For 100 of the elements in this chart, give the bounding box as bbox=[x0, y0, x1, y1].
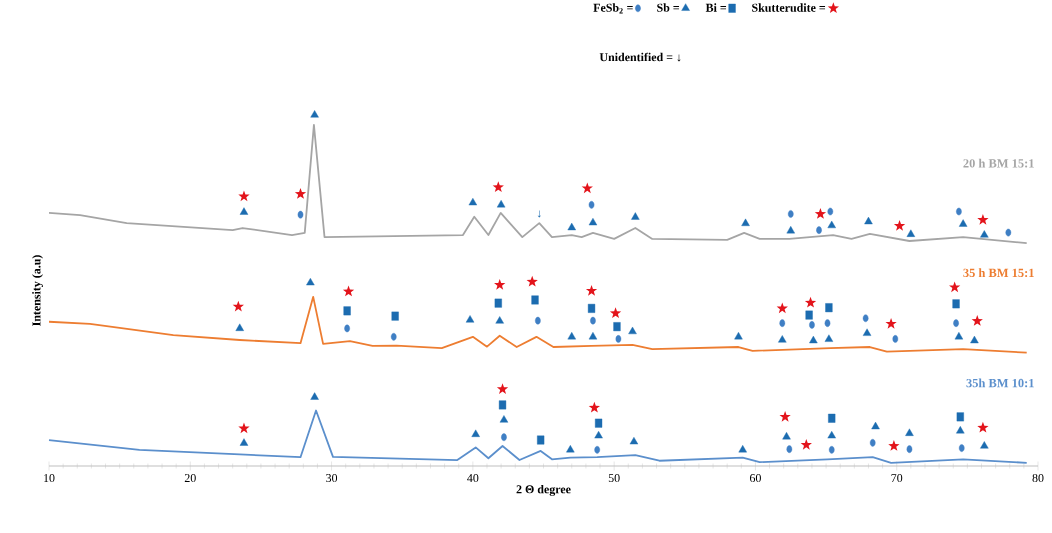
point bbox=[824, 319, 831, 327]
point bbox=[871, 421, 880, 430]
point bbox=[495, 316, 504, 324]
point bbox=[828, 446, 835, 454]
point bbox=[956, 412, 964, 422]
legend-label: FeSb$_{2}$ = bbox=[593, 3, 633, 14]
point bbox=[971, 315, 983, 326]
point bbox=[613, 322, 621, 332]
point bbox=[494, 278, 506, 290]
point bbox=[787, 210, 794, 218]
point bbox=[977, 214, 989, 225]
point bbox=[816, 226, 822, 234]
point bbox=[581, 182, 593, 194]
point bbox=[306, 277, 315, 286]
point bbox=[492, 181, 504, 193]
point bbox=[779, 319, 786, 327]
point bbox=[567, 222, 576, 231]
point bbox=[615, 335, 622, 343]
point bbox=[892, 335, 899, 343]
point bbox=[888, 440, 900, 451]
point bbox=[778, 335, 787, 343]
point bbox=[297, 210, 304, 219]
point bbox=[905, 428, 914, 436]
point bbox=[828, 413, 836, 423]
x-tick-label: 50 bbox=[608, 474, 620, 483]
point bbox=[782, 432, 791, 440]
x-tick-label: 20 bbox=[184, 474, 196, 483]
point bbox=[628, 326, 637, 335]
point bbox=[391, 311, 399, 321]
annotation: ↓ bbox=[537, 210, 541, 218]
point bbox=[585, 284, 598, 296]
point bbox=[594, 446, 600, 454]
point bbox=[526, 275, 538, 287]
point bbox=[977, 421, 989, 433]
point bbox=[465, 315, 475, 323]
point bbox=[741, 218, 750, 226]
point bbox=[885, 317, 897, 329]
point bbox=[342, 285, 355, 297]
point bbox=[980, 230, 989, 238]
legend-label: Sb = bbox=[657, 3, 679, 12]
point bbox=[814, 208, 827, 219]
point bbox=[238, 422, 250, 434]
text: 35 h BM 15:1 bbox=[963, 268, 1034, 278]
point bbox=[827, 207, 834, 216]
point bbox=[588, 401, 601, 413]
point bbox=[827, 220, 836, 229]
point bbox=[809, 321, 815, 329]
point bbox=[239, 207, 249, 215]
point bbox=[609, 307, 622, 319]
point bbox=[734, 332, 743, 340]
text: Unidentified = ↓ bbox=[599, 52, 681, 62]
point bbox=[471, 429, 480, 437]
point bbox=[631, 212, 640, 220]
point bbox=[494, 298, 502, 308]
point bbox=[390, 333, 397, 341]
point bbox=[1005, 228, 1012, 237]
point bbox=[294, 188, 307, 199]
x-tick-label: 70 bbox=[891, 474, 903, 483]
point bbox=[588, 201, 595, 209]
point bbox=[499, 415, 509, 423]
point bbox=[310, 392, 319, 400]
point bbox=[738, 445, 747, 453]
point bbox=[824, 334, 834, 342]
point bbox=[786, 445, 793, 453]
point bbox=[970, 335, 979, 344]
y-axis-title: Intensity (a.u) bbox=[32, 255, 43, 326]
x-axis-title: 2 Θ degree bbox=[516, 484, 571, 496]
point bbox=[567, 332, 576, 340]
point bbox=[496, 200, 506, 208]
point bbox=[776, 302, 788, 314]
point bbox=[825, 303, 833, 313]
point bbox=[310, 110, 319, 118]
point bbox=[531, 295, 539, 305]
point bbox=[587, 303, 596, 313]
point bbox=[893, 219, 906, 231]
point bbox=[235, 323, 244, 331]
point bbox=[786, 226, 795, 234]
text: 20 h BM 15:1 bbox=[963, 158, 1034, 168]
point bbox=[809, 335, 818, 344]
point bbox=[906, 445, 913, 453]
x-tick-label: 10 bbox=[44, 474, 55, 483]
text: 35h BM 10:1 bbox=[966, 378, 1034, 388]
point bbox=[629, 436, 639, 445]
point bbox=[862, 314, 869, 323]
point bbox=[779, 410, 791, 422]
point bbox=[588, 332, 598, 340]
point bbox=[496, 383, 509, 394]
point bbox=[869, 439, 876, 447]
point bbox=[800, 439, 812, 450]
legend-label: Skutterudite = bbox=[752, 3, 826, 12]
point bbox=[980, 441, 989, 449]
point bbox=[958, 219, 968, 227]
point bbox=[566, 445, 575, 453]
point bbox=[953, 319, 959, 327]
x-tick-label: 80 bbox=[1032, 474, 1044, 483]
x-tick-label: 40 bbox=[467, 474, 479, 483]
point bbox=[239, 438, 249, 446]
point bbox=[956, 426, 965, 434]
point bbox=[958, 444, 965, 452]
point bbox=[949, 281, 961, 293]
